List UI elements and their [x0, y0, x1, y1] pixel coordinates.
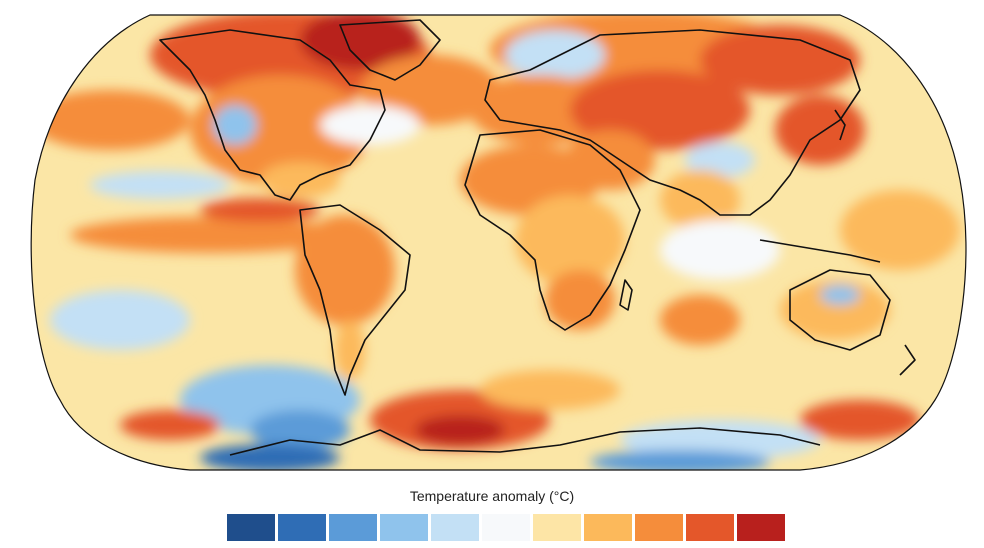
legend-title: Temperature anomaly (°C)	[409, 488, 575, 504]
blob-south-pacific-cool	[50, 290, 190, 350]
blob-southwest-warm	[120, 410, 220, 440]
blob-south-africa	[545, 270, 615, 330]
blob-gulf	[260, 162, 340, 198]
blob-patagonia	[335, 320, 365, 380]
blob-southeast-warm	[800, 400, 920, 440]
coast-indonesia	[759, 239, 881, 263]
legend-swatch-4	[431, 514, 479, 541]
blob-southern-ocean-warm	[480, 370, 620, 410]
blob-antarctica-west-cold	[200, 444, 340, 470]
legend-swatch-0	[227, 514, 275, 541]
blob-tropical-pacific	[70, 217, 350, 253]
blob-east-pacific	[200, 198, 320, 222]
blob-north-atlantic	[360, 55, 500, 125]
blob-central-africa	[515, 195, 625, 285]
blob-north-pacific-warm	[31, 90, 190, 150]
blob-tibet-cold	[685, 142, 755, 178]
blob-pacific-cool-1	[90, 171, 230, 199]
blob-indian-ocean	[660, 220, 780, 280]
blob-barents	[505, 30, 605, 80]
legend-swatch-9	[686, 514, 734, 541]
legend-swatch-3	[380, 514, 428, 541]
blob-us-west-cold	[213, 105, 257, 145]
blob-north-america	[190, 75, 370, 185]
coast-south-america	[299, 204, 411, 396]
blob-australia	[780, 280, 890, 340]
coast-europe-asia	[484, 29, 861, 216]
blob-australia-cool	[820, 285, 860, 305]
world-temperature-anomaly-map	[30, 14, 967, 471]
blob-east-siberia	[700, 25, 860, 95]
legend-swatch-8	[635, 514, 683, 541]
blob-west-pacific	[840, 190, 960, 270]
legend-swatch-10	[737, 514, 785, 541]
blob-greenland	[300, 15, 420, 70]
blob-south-america	[295, 215, 395, 325]
legend-swatch-6	[533, 514, 581, 541]
blob-west-atlantic-cool	[320, 105, 420, 145]
blob-east-asia	[775, 95, 865, 165]
blob-indian-ocean-warm	[660, 295, 740, 345]
blob-antarctica-east-cold	[590, 450, 770, 470]
blob-ross-cold	[250, 410, 350, 450]
blob-europe	[470, 75, 610, 145]
legend-swatch-7	[584, 514, 632, 541]
legend-colorbar	[227, 514, 785, 541]
blob-central-asia	[570, 70, 750, 150]
legend-swatch-2	[329, 514, 377, 541]
legend-swatch-5	[482, 514, 530, 541]
coast-new-zealand	[899, 344, 916, 376]
coast-greenland	[339, 19, 441, 81]
coast-madagascar	[619, 279, 633, 311]
blob-weddell-hot	[415, 415, 505, 445]
coastlines	[159, 19, 916, 456]
legend-swatch-1	[278, 514, 326, 541]
coast-japan	[834, 109, 846, 141]
coast-north-america	[159, 29, 386, 201]
coast-australia	[789, 269, 891, 351]
coast-antarctica	[229, 427, 821, 456]
anomaly-blobs	[31, 15, 960, 470]
coast-africa	[464, 129, 641, 331]
anomaly-field	[31, 15, 966, 470]
